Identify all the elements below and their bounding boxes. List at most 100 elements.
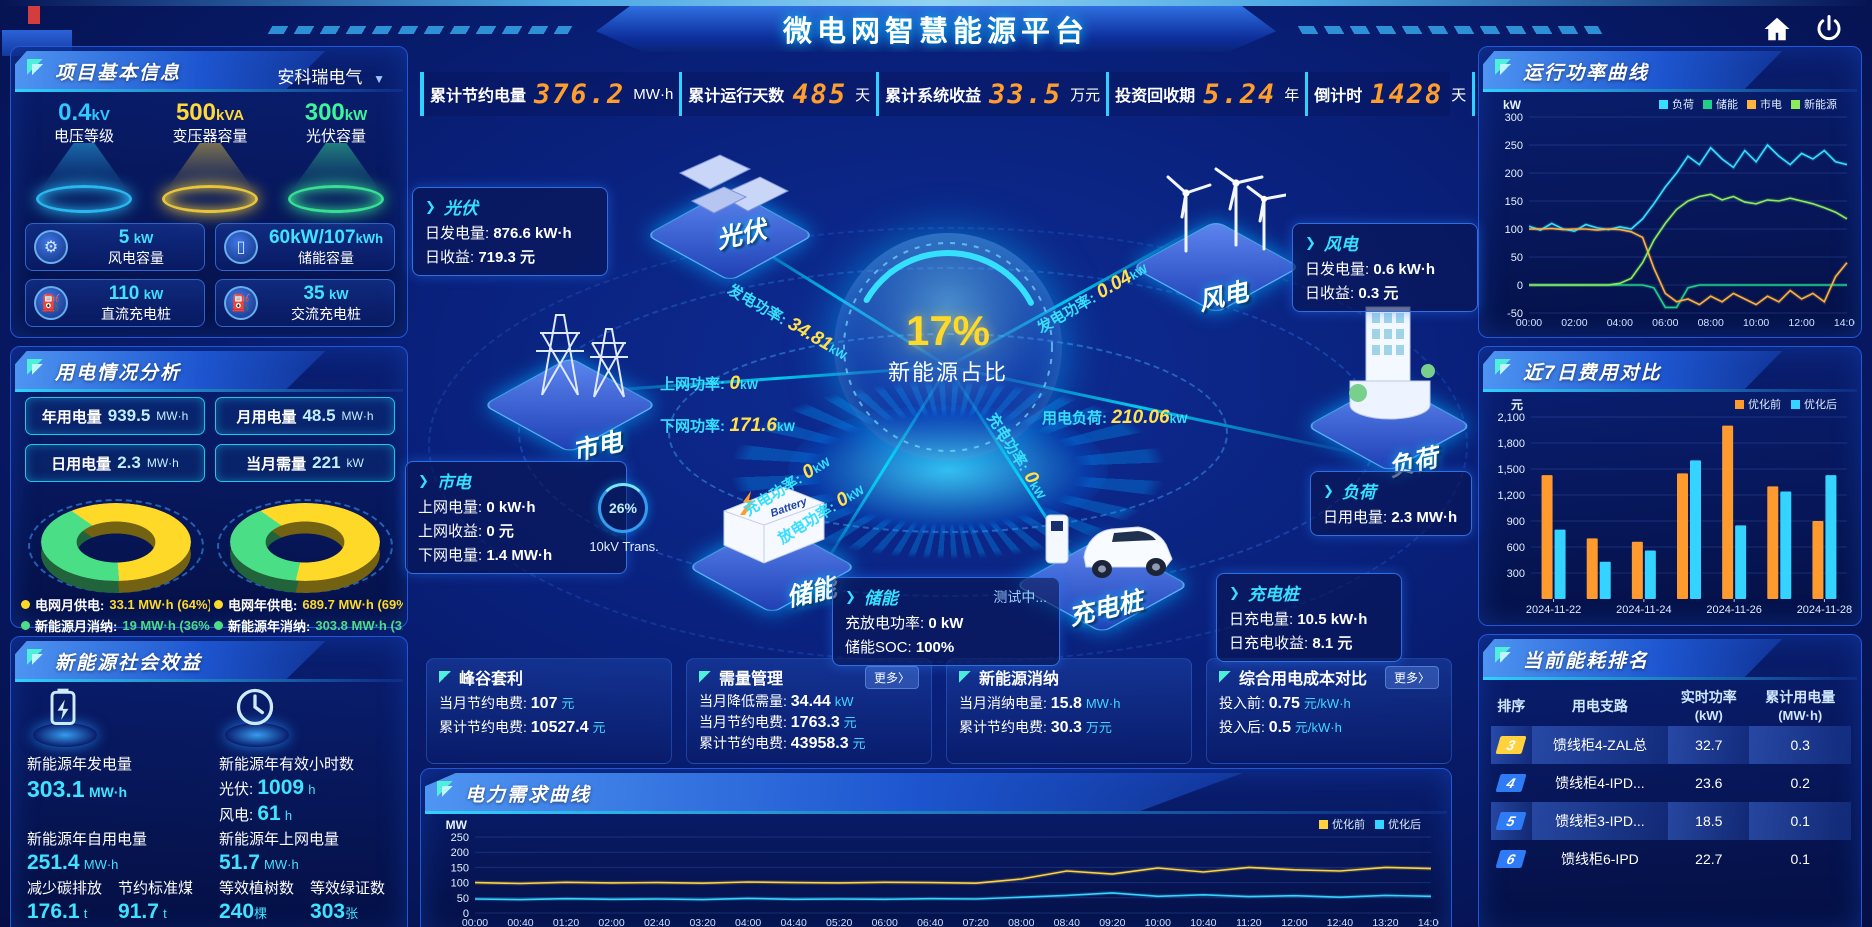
table-row[interactable]: 4 馈线柜4-IPD... 23.6 0.2 xyxy=(1491,764,1851,802)
benefit-grid: 新能源年发电量 303.1 MW·h 新能源年有效小时数 光伏: 1009 h … xyxy=(27,685,393,924)
banner-right-lines xyxy=(1297,26,1603,34)
demand-curve-chart: 250 200 150 100 50 0 MW 00:00 00:40 01:20 02:00 02:… xyxy=(431,815,1445,927)
svg-text:12:00: 12:00 xyxy=(1788,317,1814,329)
battery-icon: ▯ xyxy=(224,230,258,264)
month-donut-chart xyxy=(21,493,210,593)
benefit-certs: 等效绿证数 303张 xyxy=(310,880,386,923)
wind-turbines-icon xyxy=(1166,167,1286,253)
benefit-coal: 节约标准煤 91.7 t xyxy=(118,880,194,923)
load-info-box: ❯ 负荷 日用电量: 2.3 MW·h xyxy=(1310,471,1472,536)
svg-text:1,800: 1,800 xyxy=(1497,438,1525,450)
year-donut-chart xyxy=(210,493,399,593)
ranking-table: 排序 用电支路 实时功率 (kW) 累计用电量 (MW·h) 3 馈线柜4-ZAL总… xyxy=(1491,687,1851,878)
svg-text:02:40: 02:40 xyxy=(644,917,670,927)
grid-info-box: ❯ 市电 上网电量: 0 kW·h 上网收益: 0 元 下网电量: 1.4 MW·… xyxy=(405,461,627,574)
svg-text:优化前: 优化前 xyxy=(1748,397,1781,411)
home-icon[interactable] xyxy=(1762,14,1792,44)
panel-project-header: 项目基本信息 安科瑞电气 ▼ xyxy=(15,51,403,92)
svg-text:2024-11-22: 2024-11-22 xyxy=(1526,604,1581,616)
more-button[interactable]: 更多〉 xyxy=(1384,665,1439,689)
solar-panels-icon xyxy=(678,154,790,214)
power-icon[interactable] xyxy=(1814,14,1844,44)
legend-year-grid: 电网年供电: 689.7 MW·h (69%) xyxy=(214,595,403,614)
cone-transformer: 500kVA 变压器容量 xyxy=(147,99,273,217)
renewable-share-sphere: 17% 新能源占比 xyxy=(834,233,1062,461)
flow-draw-down: 下网功率: 171.6kW xyxy=(660,415,795,436)
company-dropdown[interactable]: 安科瑞电气 ▼ xyxy=(277,68,385,87)
legend-year-renewable: 新能源年消纳: 303.8 MW·h (31%) xyxy=(214,616,403,635)
table-row[interactable]: 3 馈线柜4-ZAL总 32.7 0.3 xyxy=(1491,726,1851,764)
svg-text:600: 600 xyxy=(1507,542,1525,554)
svg-text:08:40: 08:40 xyxy=(1054,917,1080,927)
kpi-total-income: 累计系统收益 33.5 万元 xyxy=(879,72,1110,116)
svg-text:00:00: 00:00 xyxy=(462,917,488,927)
title-banner: 微电网智慧能源平台 xyxy=(596,6,1276,52)
svg-text:50: 50 xyxy=(1511,252,1523,264)
svg-text:200: 200 xyxy=(1505,168,1523,180)
svg-text:12:40: 12:40 xyxy=(1327,917,1353,927)
transformer-label: 10kV Trans. xyxy=(589,539,659,554)
svg-text:200: 200 xyxy=(451,847,469,859)
svg-text:2,100: 2,100 xyxy=(1497,412,1525,424)
wind-info-box: ❯ 风电 日发电量: 0.6 kW·h 日收益: 0.3 元 xyxy=(1292,223,1478,312)
clock-icon xyxy=(236,688,274,726)
power-curve-chart: 300 250 200 150 100 50 0 -50 kW 00:00 02:00 04:00 06… xyxy=(1485,95,1860,334)
capsule-wind: ⚙ 5 kW 风电容量 xyxy=(25,223,205,271)
svg-text:05:20: 05:20 xyxy=(826,917,852,927)
svg-text:14:00: 14:00 xyxy=(1834,317,1855,329)
corner-icon xyxy=(27,359,43,375)
donut-charts xyxy=(21,493,399,593)
svg-text:11:20: 11:20 xyxy=(1236,917,1262,927)
svg-text:06:40: 06:40 xyxy=(917,917,943,927)
svg-text:150: 150 xyxy=(1505,196,1523,208)
svg-text:00:40: 00:40 xyxy=(507,917,533,927)
usage-stats: 年用电量 939.5 MW·h 月用电量 48.5 MW·h 日用电量 2.3 … xyxy=(25,397,395,482)
svg-text:10:00: 10:00 xyxy=(1145,917,1171,927)
svg-text:新能源: 新能源 xyxy=(1804,97,1837,111)
svg-text:06:00: 06:00 xyxy=(872,917,898,927)
svg-text:01:20: 01:20 xyxy=(553,917,579,927)
table-row[interactable]: 5 馈线柜3-IPD... 18.5 0.1 xyxy=(1491,802,1851,840)
legend-month-renewable: 新能源月消纳: 19 MW·h (36%) xyxy=(21,616,210,635)
svg-text:50: 50 xyxy=(457,893,469,905)
svg-text:市电: 市电 xyxy=(1760,97,1782,111)
svg-text:09:20: 09:20 xyxy=(1099,917,1125,927)
panel-benefit-header: 新能源社会效益 xyxy=(15,641,403,682)
grid-towers-icon xyxy=(536,314,628,398)
rank-badge: 4 xyxy=(1495,774,1527,792)
banner-left-lines xyxy=(267,26,573,34)
svg-text:100: 100 xyxy=(451,878,469,890)
donut-legends: 电网月供电: 33.1 MW·h (64%) 电网年供电: 689.7 MW·h… xyxy=(21,595,403,635)
stat-day-usage: 日用电量 2.3 MW·h xyxy=(25,444,205,482)
col-power: 实时功率 (kW) xyxy=(1680,689,1737,723)
benefit-feed-in: 新能源年上网电量 51.7 MW·h 等效植树数 240棵 等效绿证数 303张 xyxy=(219,831,386,923)
legend-dot xyxy=(214,621,223,630)
panel-power-curve: 运行功率曲线 300 250 200 150 100 50 0 -50 kW 00:00 02:00… xyxy=(1478,46,1862,338)
svg-text:2024-11-26: 2024-11-26 xyxy=(1706,604,1761,616)
arrow-icon: ❯ xyxy=(845,588,856,604)
svg-text:300: 300 xyxy=(1505,112,1523,124)
corner-icon xyxy=(959,671,971,683)
svg-text:10:40: 10:40 xyxy=(1190,917,1216,927)
legend-dot xyxy=(21,621,30,630)
battery-charge-icon xyxy=(50,688,76,725)
table-row[interactable]: 6 馈线柜6-IPD 22.7 0.1 xyxy=(1491,840,1851,878)
rank-badge: 5 xyxy=(1495,812,1527,830)
card-peak-valley: 峰谷套利 当月节约电费: 107 元 累计节约电费: 10527.4 元 xyxy=(426,658,672,764)
capacity-capsules: ⚙ 5 kW 风电容量 ▯ 60kW/107kWh 储能容量 ⛽ 110 kW … xyxy=(25,223,395,327)
panel-cost-header: 近7日费用对比 xyxy=(1483,351,1857,392)
dc-charger-icon: ⛽ xyxy=(34,286,68,320)
corner-icon xyxy=(1219,671,1231,683)
svg-text:08:00: 08:00 xyxy=(1698,317,1724,329)
more-button[interactable]: 更多〉 xyxy=(864,665,919,689)
corner-icon xyxy=(439,671,451,683)
col-branch: 用电支路 xyxy=(1571,697,1628,714)
svg-text:元: 元 xyxy=(1511,398,1523,412)
svg-text:2024-11-24: 2024-11-24 xyxy=(1616,604,1671,616)
svg-text:12:00: 12:00 xyxy=(1281,917,1307,927)
renewable-percent-label: 新能源占比 xyxy=(887,360,1008,385)
svg-text:100: 100 xyxy=(1505,224,1523,236)
card-demand-mgmt: 需量管理 更多〉 当月降低需量: 34.44 kW 当月节约电费: 1763.3 … xyxy=(686,658,932,764)
svg-text:MW: MW xyxy=(446,818,468,832)
cost-compare-chart: 2,100 1,800 1,500 1,200 900 600 300 元 2024-11-22… xyxy=(1485,395,1855,622)
